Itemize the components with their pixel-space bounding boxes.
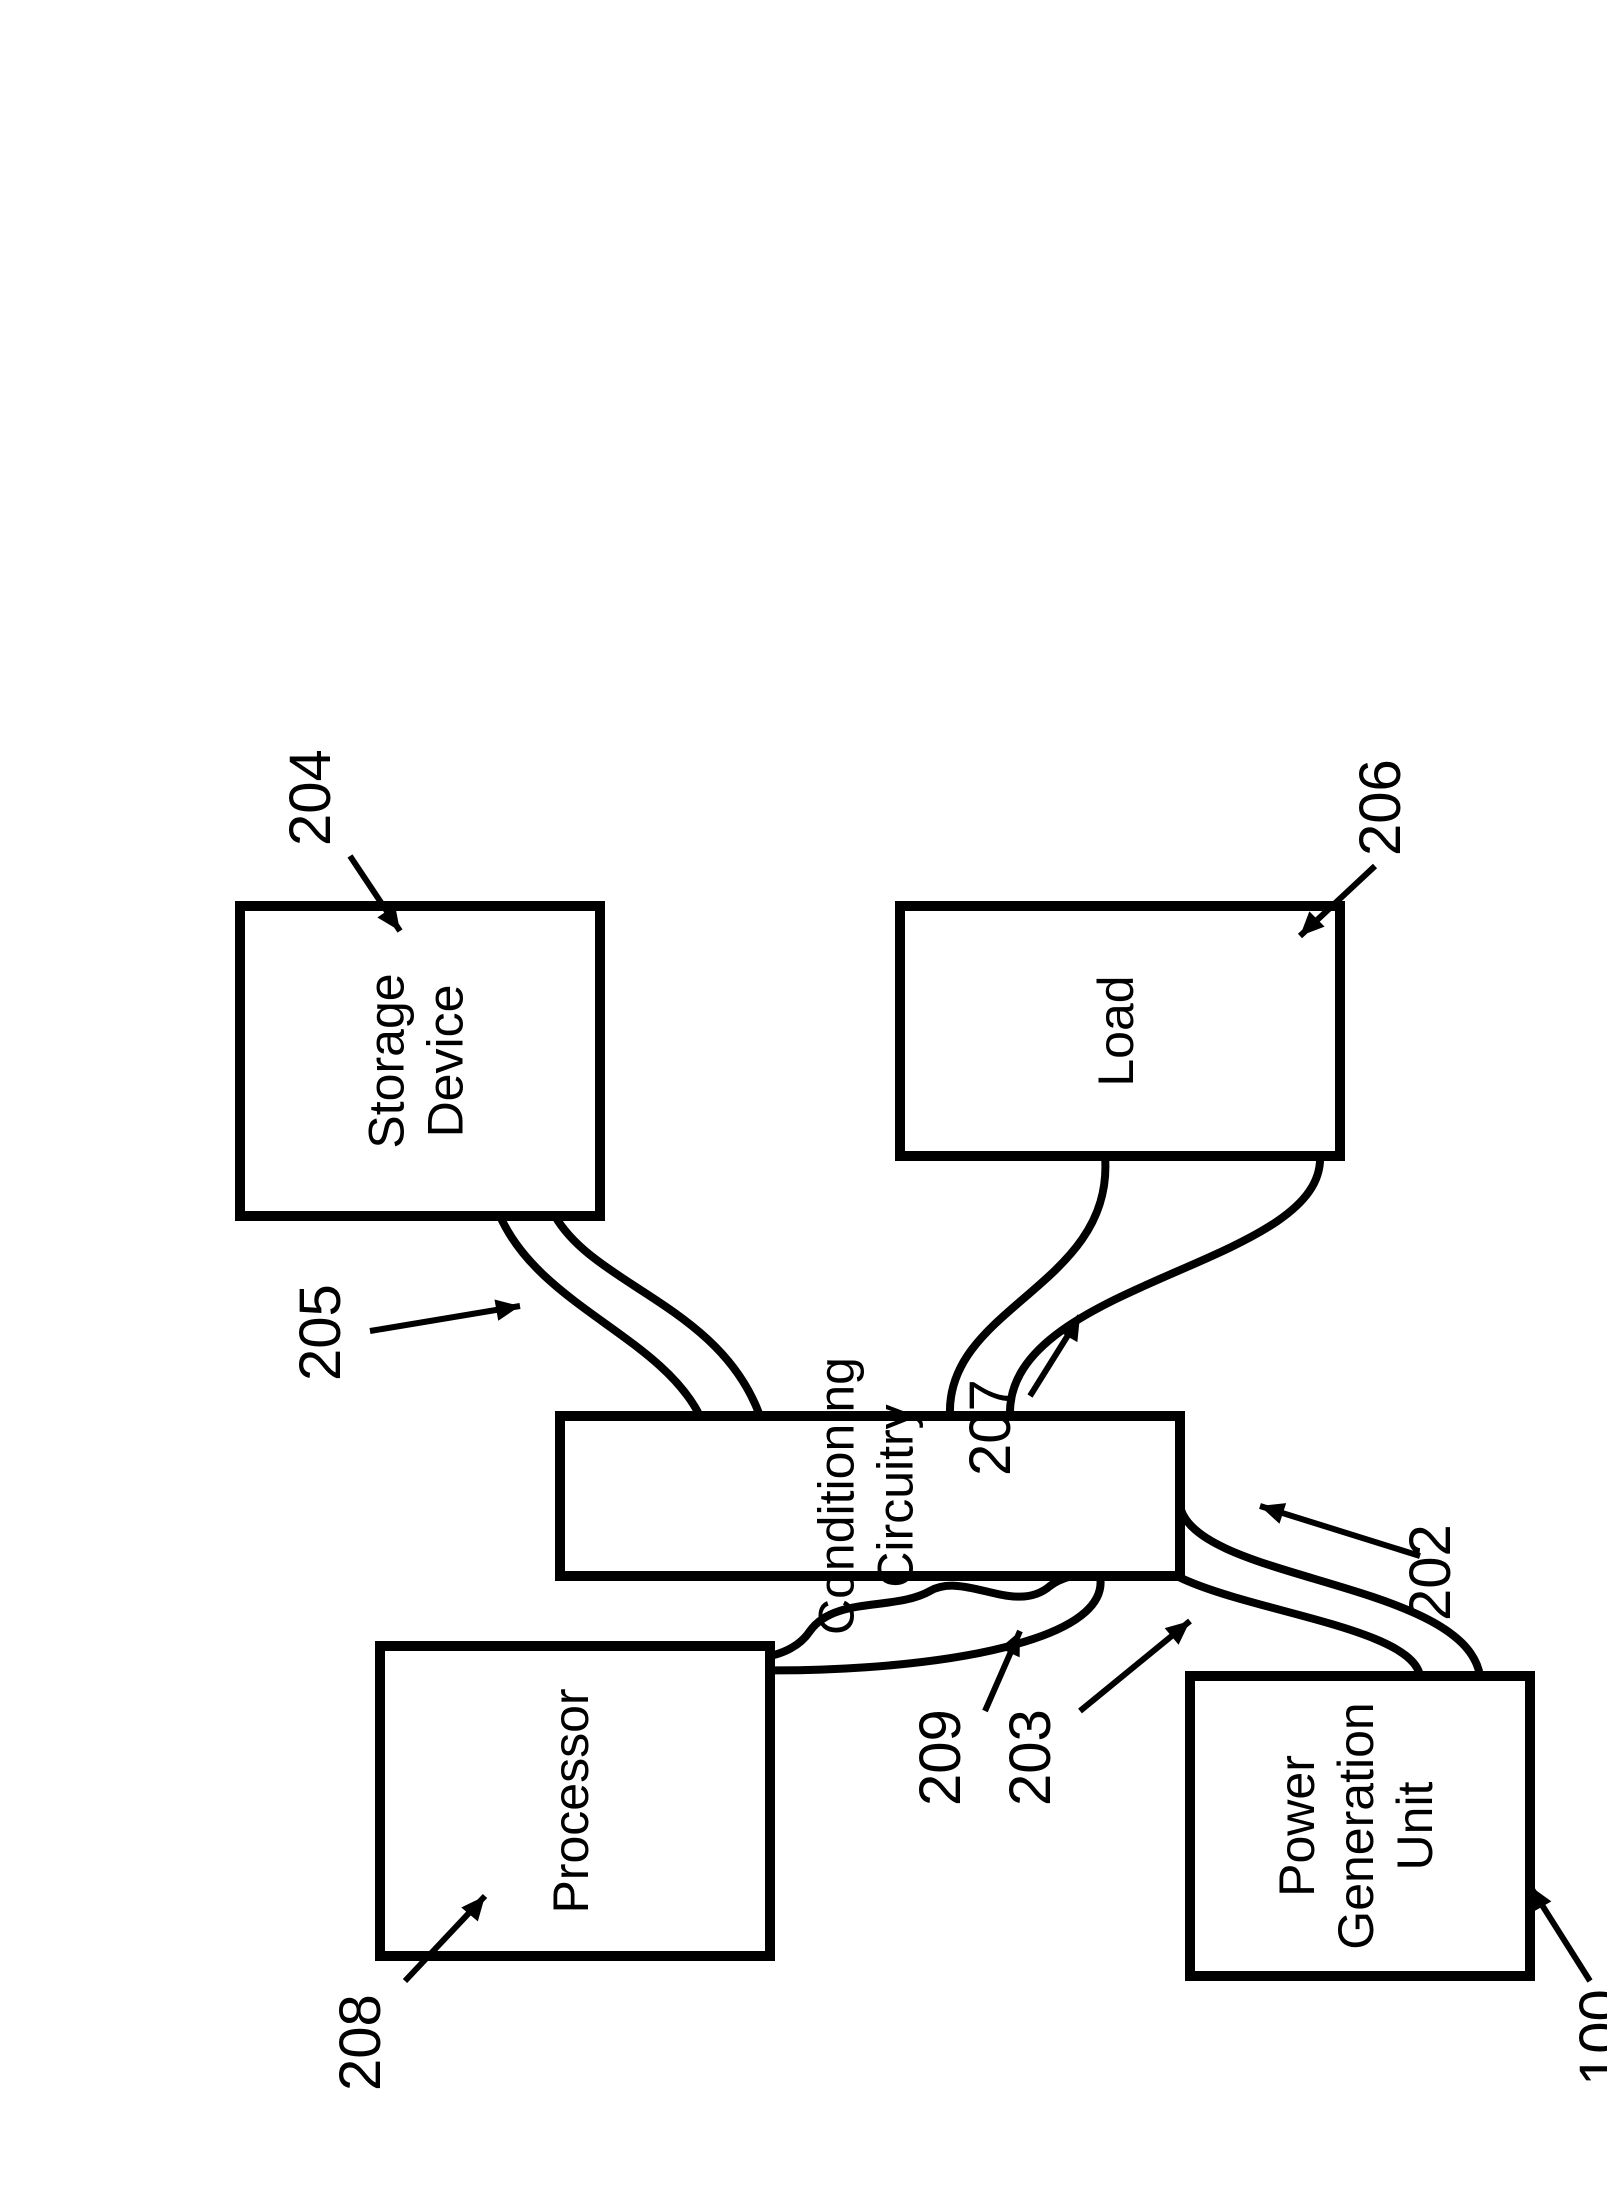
- ref-r204: 204: [278, 749, 343, 846]
- ref-r208: 208: [328, 1994, 393, 2091]
- ref-r203: 203: [998, 1709, 1063, 1806]
- node-pgu-label-line-1: Generation: [1328, 1702, 1384, 1949]
- connection-cond_load_b: [1010, 1156, 1320, 1416]
- node-cond-label-line-1: Circuitry: [868, 1404, 924, 1587]
- connection-cond_stor_b: [555, 1216, 760, 1416]
- ref-r205: 205: [288, 1284, 353, 1381]
- node-stor-label-line-0: Storage: [359, 973, 415, 1148]
- leader-r202: [1260, 1506, 1420, 1556]
- connection-cond_load_a: [950, 1156, 1106, 1416]
- connection-cond_stor_a: [500, 1216, 700, 1416]
- node-cond-label-line-0: Conditioning: [809, 1357, 865, 1635]
- ref-r207: 207: [958, 1379, 1023, 1476]
- arrowhead: [1257, 1496, 1287, 1524]
- ref-r209: 209: [908, 1709, 973, 1806]
- node-load-label-line-0: Load: [1088, 975, 1144, 1086]
- ref-r206: 206: [1348, 759, 1413, 856]
- ref-r202: 202: [1398, 1524, 1463, 1621]
- node-stor-label-line-1: Device: [418, 985, 474, 1138]
- ref-r100: 100: [1568, 1989, 1607, 2086]
- node-pgu-label-line-2: Unit: [1387, 1781, 1443, 1870]
- node-pgu-label-line-0: Power: [1269, 1755, 1325, 1897]
- node-proc-label-line-0: Processor: [543, 1688, 599, 1913]
